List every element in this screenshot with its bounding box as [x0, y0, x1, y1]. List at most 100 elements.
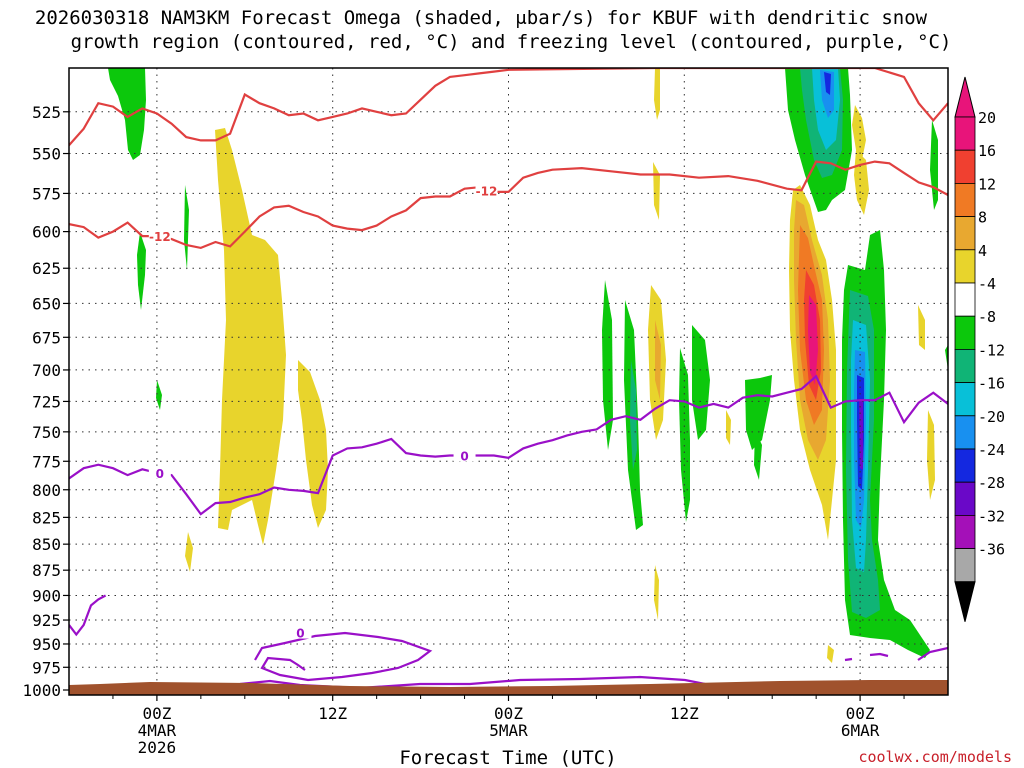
pressure-tick-label: 600: [32, 223, 61, 242]
colorbar-swatch: [954, 448, 976, 483]
colorbar-label: -28: [978, 474, 1005, 492]
dendritic-growth-contour-lower: [69, 160, 948, 250]
colorbar-swatch: [954, 116, 976, 151]
chart-title-line1: 2026030318 NAM3KM Forecast Omega (shaded…: [35, 7, 928, 29]
omega-yellow-patch: [654, 68, 660, 120]
colorbar-swatch: [954, 249, 976, 284]
colorbar-label: -16: [978, 375, 1005, 393]
dendritic-growth-contour-upper: [69, 68, 948, 147]
time-tick-date: 5MAR: [489, 721, 528, 740]
colorbar-swatch: [954, 282, 976, 317]
pressure-tick-label: 850: [32, 535, 61, 554]
pressure-axis: 525 550 575 600 625 650 675 700 725 750 775 800 825 8…: [22, 103, 69, 700]
colorbar-label: 16: [978, 142, 996, 160]
colorbar-label: 20: [978, 109, 996, 127]
pressure-tick-label: 550: [32, 145, 61, 164]
omega-yellow-patch: [726, 410, 731, 445]
pressure-tick-label: 650: [32, 294, 61, 313]
colorbar-label: -24: [978, 441, 1005, 459]
omega-yellow-patch: [927, 410, 935, 500]
freezing-level-right: [917, 646, 948, 661]
pressure-tick-label: 875: [32, 561, 61, 580]
pressure-tick-label: 525: [32, 103, 61, 122]
colorbar-swatch: [954, 382, 976, 417]
omega-green-patch: [156, 380, 162, 410]
contour-label: 0: [460, 449, 468, 463]
omega-colorbar: 20 16 12 8 4 -4 -8 -12 -16 -20 -24 -28 -32 -36: [954, 76, 1005, 622]
freezing-level-loop: [254, 631, 433, 682]
colorbar-swatch: [954, 216, 976, 251]
time-tick-label: 00Z: [494, 704, 523, 723]
contour-label: -12: [149, 230, 171, 244]
omega-yellow-patch: [918, 305, 925, 350]
omega-green-patch: [754, 430, 762, 480]
omega-magenta-updraft: [808, 295, 818, 385]
contour-label: 0: [156, 467, 164, 481]
contour-label-bg: [148, 229, 171, 243]
colorbar-label: -32: [978, 507, 1005, 525]
time-tick-date: 4MAR: [138, 721, 177, 740]
colorbar-label: -36: [978, 541, 1005, 559]
omega-orange-patch: [655, 320, 661, 400]
contour-label-bg: [475, 183, 498, 197]
omega-green-patch: [602, 280, 613, 450]
omega-yellow-patch: [827, 645, 834, 663]
contour-label: 0: [296, 627, 304, 641]
colorbar-swatch: [954, 415, 976, 450]
omega-green-patch: [108, 68, 146, 160]
omega-green-patch: [679, 348, 690, 522]
contour-label-bg: [453, 448, 476, 462]
freezing-level-bottom: [239, 675, 706, 690]
pressure-tick-label: 725: [32, 392, 61, 411]
omega-yellow-patch: [185, 532, 193, 572]
colorbar-bottom-arrow: [954, 581, 976, 622]
contour-label: -12: [476, 184, 498, 198]
omega-yellow-column: [215, 128, 286, 545]
colorbar-label: 4: [978, 242, 987, 260]
time-gridlines: [156, 68, 861, 695]
credit-text: coolwx.com/models: [858, 748, 1012, 766]
freezing-level-contour: [69, 374, 948, 516]
colorbar-swatch: [954, 182, 976, 217]
pressure-tick-label: 825: [32, 508, 61, 527]
pressure-tick-label: 700: [32, 361, 61, 380]
omega-dblue-cluster: [824, 72, 831, 95]
pressure-tick-label: 675: [32, 328, 61, 347]
colorbar-top-arrow: [954, 76, 976, 118]
colorbar-label: -4: [978, 275, 996, 293]
omega-yellow-patch: [852, 105, 866, 160]
freezing-level-small: [844, 652, 889, 662]
pressure-tick-label: 575: [32, 184, 61, 203]
colorbar-label: -12: [978, 341, 1005, 359]
plot-area: -12 -12 0 0 0: [69, 68, 948, 695]
time-tick-label: 12Z: [318, 704, 347, 723]
pressure-tick-label: 1000: [22, 681, 61, 700]
omega-green-patch: [184, 185, 189, 270]
omega-teal-patch: [630, 360, 637, 470]
pressure-tick-label: 950: [32, 635, 61, 654]
contour-label-bg: [148, 465, 171, 479]
time-tick-date: 6MAR: [841, 721, 880, 740]
chart-title-line2: growth region (contoured, red, °C) and f…: [71, 31, 952, 53]
omega-yellow-patch: [654, 565, 659, 620]
omega-yellow-patch: [653, 162, 660, 220]
colorbar-swatch: [954, 548, 976, 583]
omega-green-patch: [745, 375, 772, 450]
time-tick-label: 12Z: [670, 704, 699, 723]
pressure-tick-label: 900: [32, 586, 61, 605]
omega-green-patch: [692, 325, 710, 440]
colorbar-swatch: [954, 149, 976, 184]
time-tick-label: 00Z: [846, 704, 875, 723]
pressure-tick-label: 975: [32, 658, 61, 677]
colorbar-label: -20: [978, 408, 1005, 426]
colorbar-label: 12: [978, 175, 996, 193]
freezing-level-contour-low: [69, 594, 107, 637]
colorbar-swatch: [954, 481, 976, 516]
omega-shading: [108, 68, 948, 663]
pressure-tick-label: 625: [32, 259, 61, 278]
x-axis-label: Forecast Time (UTC): [399, 747, 616, 768]
pressure-tick-label: 925: [32, 611, 61, 630]
omega-green-patch: [137, 232, 146, 310]
